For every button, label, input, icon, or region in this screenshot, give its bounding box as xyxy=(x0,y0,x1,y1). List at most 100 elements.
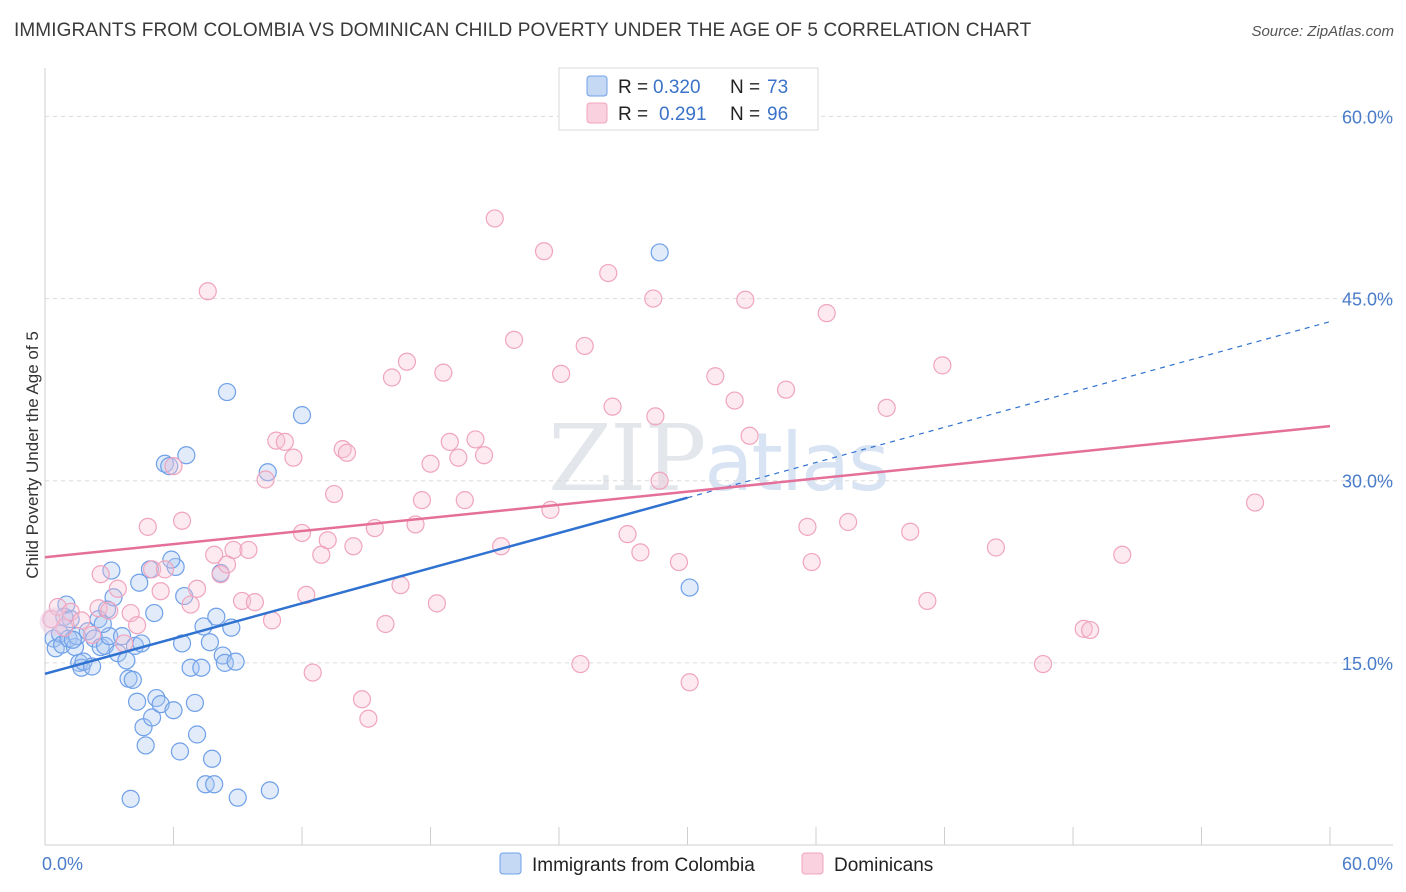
data-point xyxy=(455,491,474,510)
data-point xyxy=(798,517,817,536)
data-point xyxy=(359,709,378,728)
data-point xyxy=(160,457,179,476)
data-point xyxy=(138,517,157,536)
legend-r-value-2: 0.291 xyxy=(659,104,707,125)
data-point xyxy=(224,540,243,560)
x-tick-label-min: 0.0% xyxy=(42,854,83,874)
data-point xyxy=(877,398,896,417)
data-point xyxy=(644,289,663,308)
data-point xyxy=(192,658,211,677)
data-point xyxy=(599,263,618,283)
bottom-legend-label-colombia: Immigrants from Colombia xyxy=(532,855,755,876)
data-point xyxy=(127,692,147,711)
trend-line-colombia-extension xyxy=(687,321,1331,499)
data-point xyxy=(466,430,485,449)
data-point xyxy=(485,209,504,228)
data-point xyxy=(631,543,650,562)
data-point xyxy=(817,304,836,323)
data-point xyxy=(200,633,220,652)
data-point xyxy=(421,454,440,473)
data-point xyxy=(198,282,217,301)
data-point xyxy=(232,591,252,611)
data-point xyxy=(382,368,402,387)
data-point xyxy=(142,560,162,579)
data-point xyxy=(100,601,119,620)
y-tick-labels: 15.0% 30.0% 45.0% 60.0% xyxy=(1342,107,1393,673)
chart-title: IMMIGRANTS FROM COLOMBIA VS DOMINICAN CH… xyxy=(14,20,1032,41)
data-point xyxy=(177,446,196,465)
data-point xyxy=(162,550,181,569)
data-point xyxy=(449,448,468,467)
data-point xyxy=(187,579,207,598)
data-point xyxy=(706,367,725,386)
data-point xyxy=(474,446,494,465)
legend-swatch-blue xyxy=(586,75,608,97)
x-tick-label-max: 60.0% xyxy=(1342,854,1393,874)
trend-lines xyxy=(44,321,1331,675)
data-point xyxy=(258,463,277,482)
data-point xyxy=(228,788,247,807)
data-point xyxy=(164,457,183,476)
series-colombia-points xyxy=(44,243,699,808)
legend-r-label-2: R = xyxy=(618,104,648,125)
data-point xyxy=(325,484,344,504)
data-point xyxy=(618,525,637,544)
data-point xyxy=(552,364,571,383)
legend-n-value-2: 96 xyxy=(767,104,788,125)
legend-r-value-1: 0.320 xyxy=(653,77,701,98)
data-point xyxy=(376,614,395,634)
data-point xyxy=(650,471,669,490)
grid-lines xyxy=(45,115,1393,664)
trend-line-colombia xyxy=(44,496,688,675)
data-point xyxy=(802,552,821,572)
data-point xyxy=(1081,620,1100,640)
data-point xyxy=(1245,493,1265,512)
data-point xyxy=(571,654,590,674)
data-point xyxy=(260,781,279,800)
data-point xyxy=(352,690,372,709)
data-point xyxy=(205,545,224,564)
data-point xyxy=(318,531,337,550)
data-point xyxy=(680,578,699,597)
data-point xyxy=(155,560,175,579)
data-point xyxy=(164,701,183,720)
data-point xyxy=(245,593,264,612)
legend-swatch-pink xyxy=(586,102,608,124)
data-point xyxy=(205,775,224,794)
data-point xyxy=(172,511,192,530)
top-legend: R = 0.320 N = 73 R = 0.291 N = 96 xyxy=(558,67,819,131)
data-point xyxy=(839,512,858,532)
data-point xyxy=(108,579,127,598)
data-point xyxy=(440,432,459,451)
data-point xyxy=(534,242,554,261)
bottom-legend: Immigrants from Colombia Dominicans xyxy=(499,852,933,876)
data-point xyxy=(72,611,91,630)
data-point xyxy=(275,432,294,451)
data-point xyxy=(207,607,226,626)
axes xyxy=(44,68,1393,846)
data-point xyxy=(127,616,147,635)
data-point xyxy=(397,352,417,371)
data-point xyxy=(740,426,759,445)
data-point xyxy=(185,693,205,713)
data-point xyxy=(239,540,258,560)
data-point xyxy=(123,670,142,689)
legend-n-value-1: 73 xyxy=(767,77,788,98)
overlap-marker xyxy=(39,607,68,636)
data-point xyxy=(121,789,140,808)
legend-n-label-2: N = xyxy=(730,104,760,125)
chart-source: Source: ZipAtlas.com xyxy=(1251,23,1394,40)
data-point xyxy=(575,336,594,356)
data-point xyxy=(933,356,952,375)
legend-r-label-1: R = xyxy=(618,77,648,98)
y-tick-label: 15.0% xyxy=(1342,654,1393,674)
data-point xyxy=(776,380,796,399)
y-tick-label: 60.0% xyxy=(1342,107,1393,127)
data-point xyxy=(1113,545,1132,564)
data-point xyxy=(680,673,699,692)
bottom-legend-swatch-pink xyxy=(801,852,824,875)
data-point xyxy=(217,382,237,402)
data-point xyxy=(303,663,322,682)
data-point xyxy=(151,582,170,601)
